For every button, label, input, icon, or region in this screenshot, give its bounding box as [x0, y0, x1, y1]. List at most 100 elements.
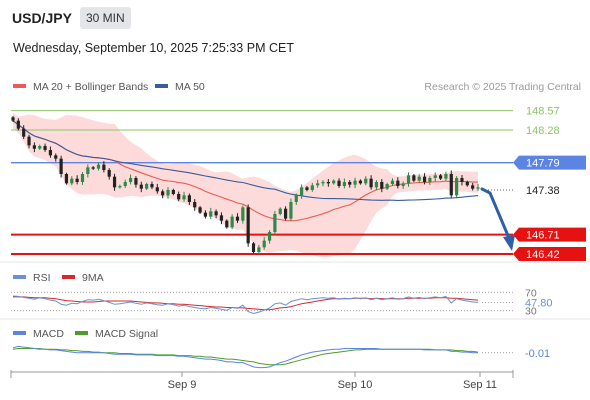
candle-body [294, 195, 298, 202]
macd-signal-legend-label: MACD Signal [95, 328, 158, 340]
candle-body [203, 212, 208, 217]
candle-body [374, 182, 379, 188]
candle-body [91, 167, 95, 169]
bollinger-band-fill [13, 112, 478, 258]
candle-body [145, 184, 149, 189]
candle-body [267, 232, 272, 241]
candle-body [337, 180, 341, 186]
candle-body [390, 180, 395, 184]
macd-pane: MACD MACD Signal -0.01 [12, 328, 550, 369]
last-price-tag [513, 183, 586, 197]
candle-body [22, 128, 26, 137]
candle-body [96, 164, 101, 169]
candle-body [353, 180, 357, 185]
candle-body [476, 187, 480, 189]
candle-body [70, 178, 74, 184]
candle-body [38, 146, 42, 149]
forecast-arrow-line [480, 187, 511, 240]
candle-body [246, 207, 250, 244]
rsi-legend-swatch [13, 275, 26, 279]
candle-body [86, 167, 90, 174]
candle-body [128, 178, 133, 182]
chart-datetime: Wednesday, September 10, 2025 7:25:33 PM… [13, 41, 294, 55]
candle-body [326, 182, 330, 184]
candle-body [455, 178, 459, 196]
candle-body [225, 220, 229, 228]
rsi-ma-legend-label: 9MA [82, 272, 104, 284]
candle-body [139, 184, 143, 189]
candle-body [16, 120, 20, 129]
candle-body [198, 207, 202, 213]
research-credit: Research © 2025 Trading Central [424, 81, 581, 93]
candle-body [460, 178, 464, 182]
candle-body [300, 187, 304, 196]
candle-body [209, 211, 213, 217]
candle-body [80, 174, 85, 182]
candle-body [107, 170, 111, 177]
candle-body [289, 202, 293, 219]
candle-body [123, 182, 127, 186]
candle-body [230, 216, 234, 228]
candle-body [75, 178, 79, 182]
candle-body [54, 155, 58, 159]
macd-value-label: -0.01 [525, 348, 550, 360]
level-tag-support [513, 247, 586, 261]
candle-body [257, 247, 261, 252]
candle-body [449, 174, 453, 196]
candle-body [278, 208, 282, 214]
candle-body [214, 211, 218, 216]
rsi-level-label: 30 [525, 306, 537, 318]
candle-body [102, 164, 106, 170]
candle-body [43, 146, 47, 150]
candle-body [161, 191, 165, 196]
candle-body [59, 158, 63, 174]
rsi-legend-label: RSI [33, 272, 51, 284]
level-label-resistance: 148.28 [526, 125, 560, 137]
candle-body [177, 194, 181, 200]
macd-signal-line [12, 348, 479, 366]
candle-body [316, 183, 320, 186]
price-level-tags: 148.57 148.28 147.79 147.38 146.71 146.42 [513, 106, 586, 261]
candle-body [64, 174, 69, 184]
candle-body [155, 187, 159, 192]
macd-signal-legend-swatch [75, 331, 88, 335]
level-label-resistance: 148.57 [526, 106, 560, 118]
ma50-legend-label: MA 50 [175, 81, 205, 93]
candle-body [406, 175, 411, 184]
candle-body [251, 243, 256, 252]
candle-body [187, 195, 191, 202]
candle-body [428, 178, 432, 182]
level-tag-pivot [513, 155, 586, 170]
candle-body [27, 136, 31, 146]
candle-body [310, 185, 314, 190]
macd-legend-label: MACD [33, 328, 64, 340]
candle-body [241, 207, 245, 221]
ma50-legend-swatch [155, 84, 168, 88]
candle-body [369, 178, 373, 188]
level-label-support: 146.71 [526, 230, 560, 242]
time-axis-label: Sep 11 [463, 379, 497, 391]
candle-body [438, 175, 443, 179]
candle-body [342, 182, 346, 186]
candle-body [32, 145, 36, 149]
chart-header: USD/JPY 30 MIN Wednesday, September 10, … [0, 0, 590, 64]
candle-body [444, 174, 448, 179]
candle-body [11, 117, 15, 121]
main-legend: MA 20 + Bollinger Bands MA 50 Research ©… [13, 81, 581, 93]
macd-line [12, 345, 478, 369]
candlesticks [11, 116, 480, 254]
candle-body [182, 195, 186, 200]
ma20-legend-swatch [13, 84, 26, 88]
macd-legend-swatch [13, 331, 26, 335]
candle-body [321, 182, 325, 184]
time-axis: Sep 9 Sep 10 Sep 11 [10, 370, 514, 391]
timeframe-selector[interactable]: 30 MIN [80, 7, 131, 29]
candle-body [433, 175, 437, 178]
rsi-level-label: 70 [525, 287, 537, 299]
candle-body [193, 202, 197, 208]
candle-body [417, 176, 421, 181]
candle-body [380, 182, 384, 189]
candle-body [422, 176, 427, 182]
